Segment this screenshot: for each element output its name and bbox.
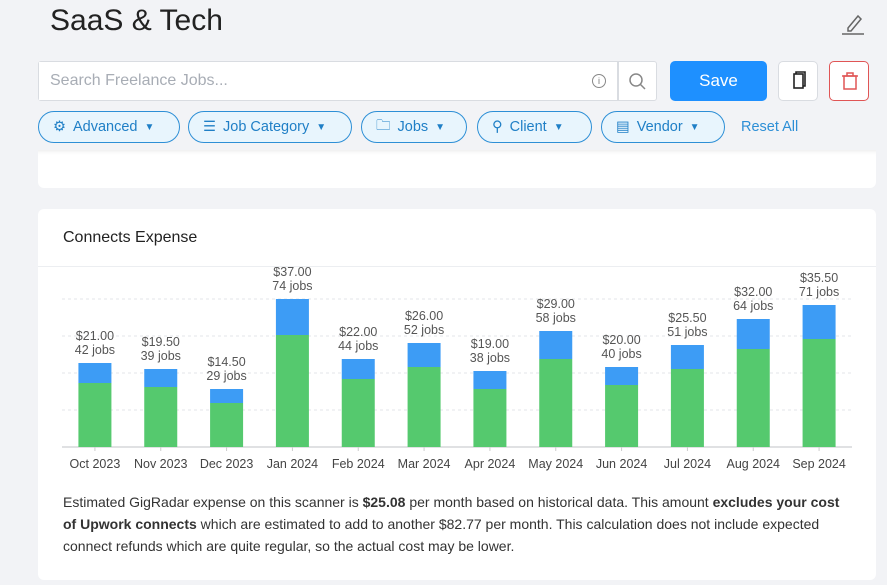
caret-down-icon: ▼ xyxy=(144,121,155,133)
copy-icon xyxy=(793,71,806,89)
filter-client[interactable]: ⚲ Client ▼ xyxy=(477,111,592,143)
jobs-label: 40 jobs xyxy=(601,347,641,361)
bar-segment-green xyxy=(736,349,770,447)
jobs-label: 51 jobs xyxy=(667,325,707,339)
reset-all-link[interactable]: Reset All xyxy=(741,119,799,135)
x-tick-label: Apr 2024 xyxy=(465,457,516,471)
bar-segment-green xyxy=(210,403,244,447)
card-title: Connects Expense xyxy=(63,229,198,246)
cost-label: $29.00 xyxy=(537,297,575,311)
x-tick-label: Feb 2024 xyxy=(332,457,385,471)
bar-segment-green xyxy=(670,369,704,447)
x-tick-label: Dec 2023 xyxy=(200,457,254,471)
connects-expense-card: Connects Expense Oct 2023 $21.00 42 jobs No… xyxy=(38,209,876,580)
x-tick-label: Jun 2024 xyxy=(596,457,647,471)
cost-label: $21.00 xyxy=(76,329,114,343)
divider xyxy=(38,266,876,267)
bar-segment-blue xyxy=(78,363,112,383)
caret-down-icon: ▼ xyxy=(689,121,700,133)
bar-segment-blue xyxy=(341,359,375,379)
cost-label: $35.50 xyxy=(800,271,838,285)
bar-segment-blue xyxy=(670,345,704,369)
bar-segment-green xyxy=(473,389,507,447)
filter-label: Vendor xyxy=(636,119,683,135)
search-icon xyxy=(629,73,646,90)
filter-label: Advanced xyxy=(73,119,138,135)
save-button[interactable]: Save xyxy=(670,61,767,101)
expense-description: Estimated GigRadar expense on this scann… xyxy=(63,494,840,554)
bar-segment-green xyxy=(539,359,573,447)
cost-label: $37.00 xyxy=(273,267,311,279)
cost-label: $20.00 xyxy=(602,333,640,347)
jobs-label: 52 jobs xyxy=(404,323,444,337)
bar-segment-blue xyxy=(473,371,507,389)
x-tick-label: Jan 2024 xyxy=(267,457,318,471)
cost-label: $19.00 xyxy=(471,337,509,351)
search-input[interactable] xyxy=(39,62,569,100)
bar-segment-green xyxy=(605,385,639,447)
jobs-label: 29 jobs xyxy=(206,369,246,383)
bar-segment-blue xyxy=(144,369,178,387)
bar-segment-green xyxy=(802,339,836,447)
bar-segment-blue xyxy=(407,343,441,367)
bar-segment-green xyxy=(275,335,309,447)
filter-label: Job Category xyxy=(223,119,310,135)
x-tick-label: Nov 2023 xyxy=(134,457,188,471)
copy-button[interactable] xyxy=(778,61,818,101)
jobs-label: 38 jobs xyxy=(470,351,510,365)
jobs-label: 71 jobs xyxy=(799,285,839,299)
page-title: SaaS & Tech xyxy=(50,4,223,37)
filters-card xyxy=(38,150,876,188)
bar-segment-green xyxy=(144,387,178,447)
bar-segment-green xyxy=(78,383,112,447)
search-button[interactable] xyxy=(618,61,657,101)
bar-segment-blue xyxy=(736,319,770,349)
gear-icon: ⚙ xyxy=(53,119,66,135)
jobs-label: 64 jobs xyxy=(733,299,773,313)
cost-label: $14.50 xyxy=(207,355,245,369)
cost-label: $19.50 xyxy=(142,335,180,349)
bar-segment-blue xyxy=(210,389,244,403)
jobs-label: 58 jobs xyxy=(536,311,576,325)
info-icon[interactable]: i xyxy=(592,74,606,88)
delete-button[interactable] xyxy=(829,61,869,101)
filter-job-category[interactable]: ☰ Job Category ▼ xyxy=(188,111,352,143)
list-icon: ☰ xyxy=(203,119,216,135)
x-tick-label: Aug 2024 xyxy=(726,457,780,471)
bar-segment-blue xyxy=(275,299,309,335)
caret-down-icon: ▼ xyxy=(435,121,446,133)
jobs-label: 39 jobs xyxy=(141,349,181,363)
x-tick-label: May 2024 xyxy=(528,457,583,471)
user-icon: ⚲ xyxy=(492,119,503,135)
filter-vendor[interactable]: ▤ Vendor ▼ xyxy=(601,111,725,143)
caret-down-icon: ▼ xyxy=(316,121,327,133)
x-tick-label: Oct 2023 xyxy=(70,457,121,471)
bar-segment-blue xyxy=(539,331,573,359)
id-card-icon: ▤ xyxy=(616,119,630,135)
x-tick-label: Jul 2024 xyxy=(664,457,711,471)
caret-down-icon: ▼ xyxy=(553,121,564,133)
trash-icon xyxy=(842,72,858,90)
pencil-icon[interactable] xyxy=(840,10,866,36)
x-tick-label: Mar 2024 xyxy=(398,457,451,471)
jobs-label: 44 jobs xyxy=(338,339,378,353)
cost-label: $22.00 xyxy=(339,325,377,339)
search-field[interactable]: i xyxy=(38,61,618,101)
bar-segment-green xyxy=(341,379,375,447)
jobs-label: 42 jobs xyxy=(75,343,115,357)
cost-label: $32.00 xyxy=(734,285,772,299)
cost-label: $26.00 xyxy=(405,309,443,323)
filter-jobs[interactable]: 🗀 Jobs ▼ xyxy=(361,111,467,143)
filter-advanced[interactable]: ⚙ Advanced ▼ xyxy=(38,111,180,143)
filter-label: Jobs xyxy=(397,119,429,135)
bar-segment-green xyxy=(407,367,441,447)
bar-segment-blue xyxy=(605,367,639,385)
folder-icon: 🗀 xyxy=(376,117,391,134)
jobs-label: 74 jobs xyxy=(272,279,312,293)
filter-label: Client xyxy=(509,119,547,135)
x-tick-label: Sep 2024 xyxy=(792,457,846,471)
cost-label: $25.50 xyxy=(668,311,706,325)
bar-segment-blue xyxy=(802,305,836,339)
